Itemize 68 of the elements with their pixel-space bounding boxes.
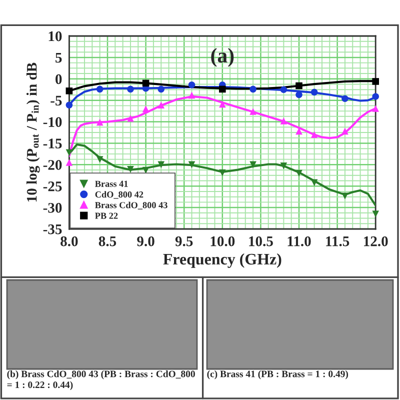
point	[96, 118, 104, 126]
point	[96, 156, 104, 163]
point	[296, 82, 302, 90]
text: (c) Brass 41 (PB : Brass = 1 : 0.49)	[207, 370, 348, 380]
x-tick-label: 10.0	[210, 236, 235, 246]
point	[127, 166, 134, 173]
point	[296, 91, 302, 98]
x-axis-title: Frequency (GHz)	[163, 253, 282, 268]
point	[142, 106, 150, 112]
point	[280, 162, 288, 170]
y-tick-label: -10	[43, 117, 62, 127]
x-tick-label: 9.0	[137, 236, 154, 246]
point	[280, 86, 288, 94]
point	[372, 105, 379, 112]
y-tick-label: 0	[56, 74, 62, 84]
y-tick-label: 10	[48, 31, 62, 42]
y-tick-label: -35	[43, 224, 62, 234]
x-tick-label: 10.5	[249, 236, 273, 246]
point	[66, 149, 73, 156]
legend-label: CdO_800 42	[95, 191, 144, 199]
point	[250, 108, 256, 115]
y-tick-label: -25	[43, 182, 62, 192]
y-tick-label: -5	[50, 96, 62, 106]
legend-label: PB 22	[95, 212, 118, 219]
point	[142, 80, 150, 87]
point	[310, 179, 318, 186]
point	[310, 131, 318, 138]
point	[158, 86, 165, 93]
x-tick-label: 11.5	[326, 236, 350, 246]
y-tick-label: -30	[43, 202, 62, 213]
y-tick-label: 5	[56, 52, 62, 63]
point	[188, 161, 196, 168]
text: (b) Brass CdO_800 43 (PB : Brass : CdO_800 = 1 : 0.22 : 0.44)	[7, 370, 195, 390]
point	[158, 102, 165, 108]
point	[250, 161, 256, 168]
x-tick-label: 9.5	[175, 236, 193, 246]
point	[219, 100, 226, 108]
x-tick-label: 12.0	[364, 236, 388, 246]
point	[372, 210, 379, 218]
point	[66, 102, 73, 108]
point	[250, 86, 256, 93]
point	[188, 92, 196, 99]
point	[66, 159, 73, 166]
x-tick-label: 11.0	[288, 236, 311, 246]
point	[219, 169, 226, 176]
x-tick-label: 8.5	[98, 236, 116, 246]
point	[158, 161, 165, 168]
point	[342, 192, 348, 200]
point	[127, 114, 134, 122]
point	[127, 86, 134, 93]
point	[280, 118, 288, 124]
y-tick-label: -20	[43, 160, 62, 170]
point	[296, 128, 302, 135]
point	[372, 78, 379, 85]
point	[342, 128, 348, 135]
point	[66, 87, 73, 94]
y-axis-title: 10 log (P$_{out}$ / P$_{in}$) in dB	[26, 62, 40, 202]
y-tick-label: -15	[43, 138, 62, 148]
point	[219, 86, 226, 93]
point	[96, 86, 104, 93]
point	[188, 81, 196, 88]
legend-label: Brass 41	[95, 180, 128, 187]
point	[342, 95, 348, 102]
x-tick-label: 8.0	[60, 236, 78, 246]
point	[296, 170, 302, 177]
legend-label: Brass CdO_800 43	[95, 202, 168, 210]
point	[372, 93, 379, 100]
point	[310, 88, 318, 96]
